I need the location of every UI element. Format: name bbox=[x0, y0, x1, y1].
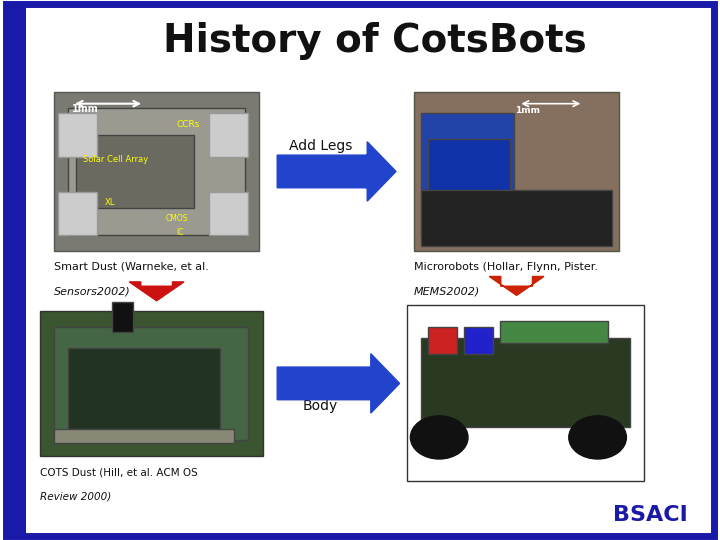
Text: Sensors2002): Sensors2002) bbox=[54, 286, 131, 296]
Text: MEMS2002): MEMS2002) bbox=[414, 286, 480, 296]
Text: CMOS: CMOS bbox=[166, 214, 188, 224]
Bar bbox=[209, 113, 248, 157]
Bar bbox=[76, 135, 194, 208]
Bar bbox=[58, 113, 97, 157]
Text: BSACI: BSACI bbox=[613, 505, 688, 525]
Text: Smart Dust (Warneke, et al.: Smart Dust (Warneke, et al. bbox=[54, 262, 209, 272]
Text: Review 2000): Review 2000) bbox=[40, 491, 111, 502]
Bar bbox=[414, 92, 619, 251]
Text: Add Legs: Add Legs bbox=[289, 139, 352, 153]
Bar bbox=[428, 139, 510, 219]
Bar bbox=[112, 302, 133, 332]
Bar bbox=[209, 192, 248, 235]
Text: COTS Dust (Hill, et al. ACM OS: COTS Dust (Hill, et al. ACM OS bbox=[40, 467, 197, 477]
Text: 1mm: 1mm bbox=[515, 106, 540, 116]
Bar bbox=[421, 190, 612, 246]
Polygon shape bbox=[489, 276, 544, 295]
Text: Body: Body bbox=[303, 399, 338, 413]
Bar bbox=[68, 348, 220, 429]
Bar bbox=[68, 108, 245, 235]
Text: History of CotsBots: History of CotsBots bbox=[163, 22, 586, 59]
Text: XL: XL bbox=[104, 198, 114, 207]
Polygon shape bbox=[277, 354, 400, 413]
Bar bbox=[421, 113, 513, 235]
Circle shape bbox=[410, 416, 468, 459]
Bar bbox=[407, 305, 644, 481]
Bar bbox=[58, 192, 97, 235]
Bar bbox=[54, 327, 248, 440]
Bar bbox=[40, 310, 263, 456]
Bar bbox=[54, 429, 234, 443]
Bar bbox=[421, 338, 630, 427]
Text: CCRs: CCRs bbox=[176, 120, 199, 129]
Polygon shape bbox=[130, 282, 184, 301]
Bar bbox=[54, 92, 259, 251]
Bar bbox=[428, 327, 457, 354]
Polygon shape bbox=[277, 141, 396, 201]
Text: IC: IC bbox=[176, 228, 184, 237]
Circle shape bbox=[569, 416, 626, 459]
Text: 1mm: 1mm bbox=[72, 104, 99, 114]
Bar bbox=[6, 4, 26, 536]
Text: Add Robot: Add Robot bbox=[284, 376, 356, 390]
Text: Microrobots (Hollar, Flynn, Pister.: Microrobots (Hollar, Flynn, Pister. bbox=[414, 262, 598, 272]
Bar bbox=[500, 321, 608, 343]
Text: Solar Cell Array: Solar Cell Array bbox=[83, 155, 148, 164]
Bar bbox=[464, 327, 493, 354]
